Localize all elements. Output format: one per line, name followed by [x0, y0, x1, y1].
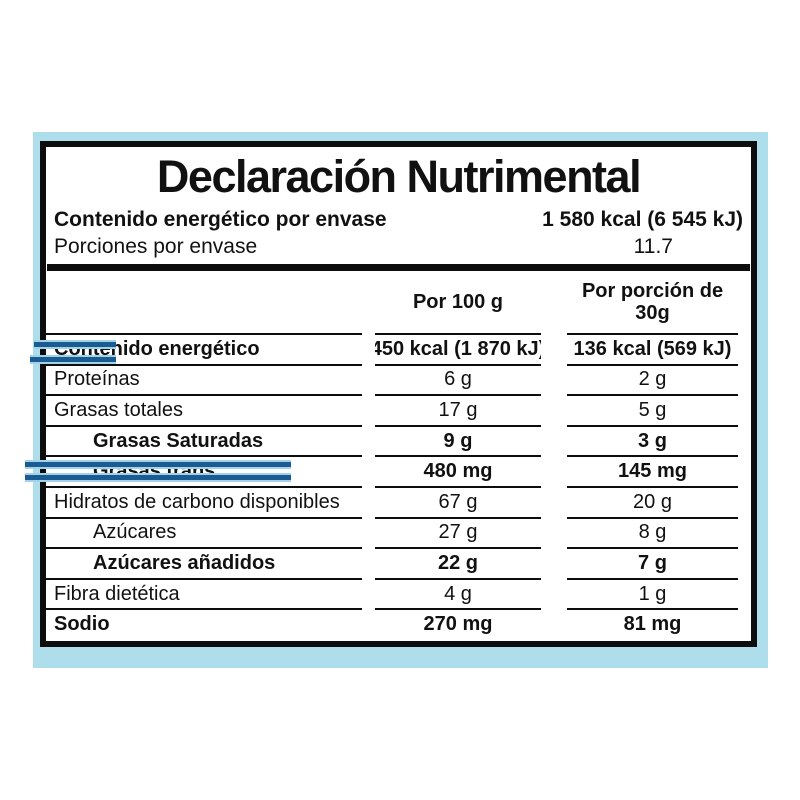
annotation-marker-contenido-energetico: [30, 340, 116, 364]
table-body: Contenido energético 450 kcal (1 870 kJ)…: [46, 333, 751, 639]
row-per100-cell: 450 kcal (1 870 kJ): [375, 333, 541, 364]
row-per100-cell: 480 mg: [375, 455, 541, 486]
nutrition-label: Declaración Nutrimental Contenido energé…: [40, 141, 757, 647]
row-name-cell: Fibra dietética: [46, 577, 362, 609]
table-row: Azúcares añadidos 22 g 7 g: [46, 547, 751, 578]
row-perportion-cell: 8 g: [567, 516, 738, 548]
table-row: Azúcares 27 g 8 g: [46, 516, 751, 548]
table-row: Contenido energético 450 kcal (1 870 kJ)…: [46, 333, 751, 364]
table-header-row: Por 100 g Por porción de 30g: [46, 271, 751, 333]
row-perportion-cell: 81 mg: [567, 608, 738, 639]
row-name-cell: Azúcares añadidos: [46, 547, 362, 578]
summary-energy-label: Contenido energético por envase: [54, 207, 387, 231]
column-header-per-100g: Por 100 g: [362, 271, 554, 333]
row-perportion-cell: 136 kcal (569 kJ): [567, 333, 738, 364]
table-row: Grasas Saturadas 9 g 3 g: [46, 424, 751, 456]
per-portion-label-line1: Por porción de: [581, 280, 724, 302]
summary-servings-value: 11.7: [633, 234, 673, 258]
table-row: Sodio 270 mg 81 mg: [46, 608, 751, 639]
summary-servings-label: Porciones por envase: [54, 234, 258, 258]
row-name-cell: Azúcares: [46, 516, 362, 548]
row-per100-cell: 27 g: [375, 516, 541, 548]
table-row: Fibra dietética 4 g 1 g: [46, 577, 751, 609]
row-perportion-cell: 20 g: [567, 485, 738, 517]
row-name-cell: Sodio: [46, 608, 362, 639]
per-portion-label-line2: 30g: [635, 302, 670, 324]
row-per100-cell: 22 g: [375, 547, 541, 578]
label-background-panel: Declaración Nutrimental Contenido energé…: [33, 132, 768, 668]
row-per100-cell: 67 g: [375, 485, 541, 517]
section-divider: [47, 264, 750, 271]
row-perportion-cell: 7 g: [567, 547, 738, 578]
label-title: Declaración Nutrimental: [156, 150, 642, 202]
column-header-nutrient: [46, 271, 362, 333]
marker-bar-icon: [25, 460, 291, 469]
row-perportion-cell: 3 g: [567, 424, 738, 456]
summary-row-energy-per-package: Contenido energético por envase 1 580 kc…: [46, 206, 751, 233]
summary-energy-value: 1 580 kcal (6 545 kJ): [542, 207, 743, 231]
column-header-per-portion: Por porción de 30g: [554, 271, 751, 333]
row-name-cell: Grasas Saturadas: [46, 424, 362, 456]
row-per100-cell: 4 g: [375, 577, 541, 609]
marker-bar-icon: [30, 355, 116, 364]
marker-bar-icon: [34, 340, 116, 349]
per-100g-label: Por 100 g: [412, 291, 504, 313]
row-perportion-cell: 1 g: [567, 577, 738, 609]
table-row: Grasas totales 17 g 5 g: [46, 394, 751, 425]
row-per100-cell: 270 mg: [375, 608, 541, 639]
summary-row-servings: Porciones por envase 11.7: [46, 233, 751, 260]
row-per100-cell: 17 g: [375, 394, 541, 425]
row-perportion-cell: 2 g: [567, 363, 738, 395]
annotation-marker-grasas-trans: [25, 460, 291, 482]
marker-bar-icon: [25, 473, 291, 482]
row-per100-cell: 9 g: [375, 424, 541, 456]
table-row: Hidratos de carbono disponibles 67 g 20 …: [46, 485, 751, 517]
table-row: Proteínas 6 g 2 g: [46, 363, 751, 395]
row-per100-cell: 6 g: [375, 363, 541, 395]
row-name-cell: Hidratos de carbono disponibles: [46, 485, 362, 517]
row-perportion-cell: 5 g: [567, 394, 738, 425]
row-perportion-cell: 145 mg: [567, 455, 738, 486]
label-content: Declaración Nutrimental Contenido energé…: [46, 147, 751, 641]
row-name-cell: Grasas totales: [46, 394, 362, 425]
row-name-cell: Proteínas: [46, 363, 362, 395]
